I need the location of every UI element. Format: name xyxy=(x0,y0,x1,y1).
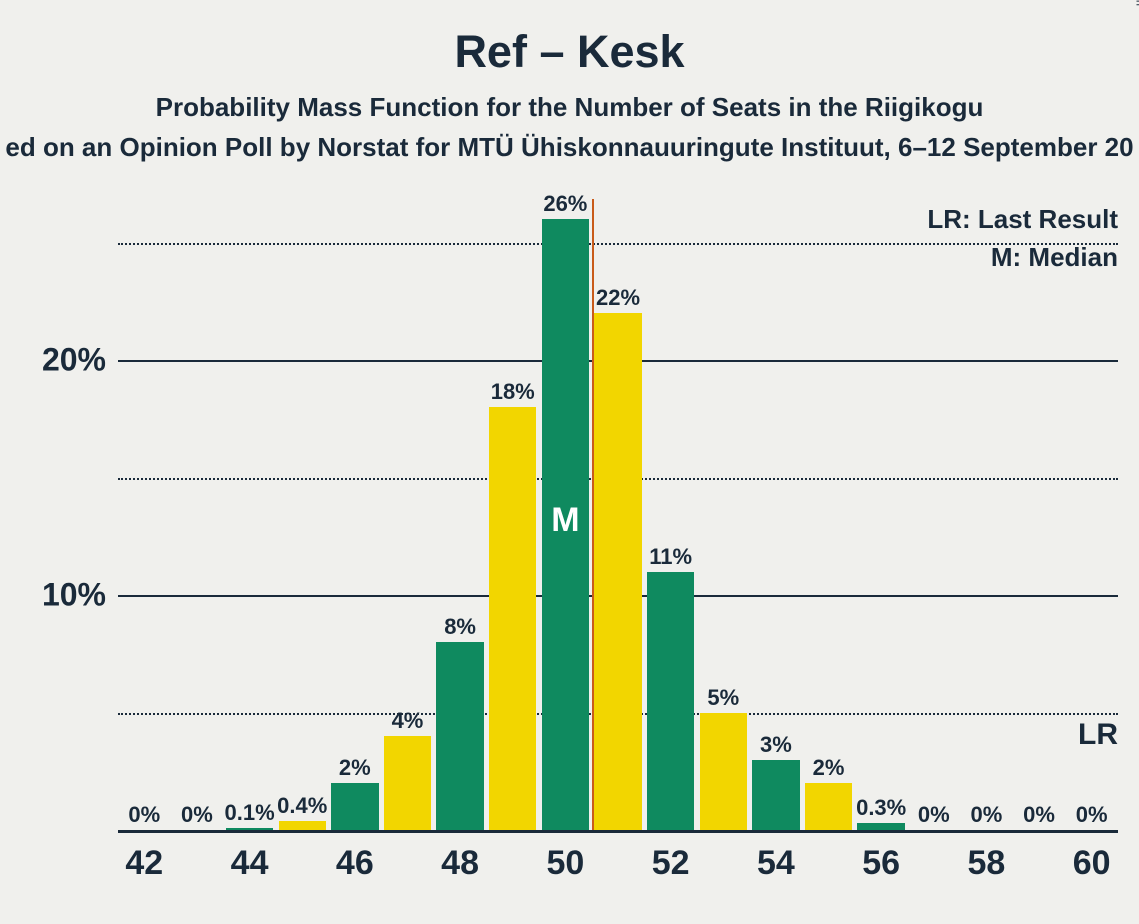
bar xyxy=(384,736,431,830)
chart-subtitle-1: Probability Mass Function for the Number… xyxy=(0,92,1139,123)
bar xyxy=(489,407,536,830)
x-axis-tick: 58 xyxy=(967,844,1005,883)
chart-subtitle-2: ed on an Opinion Poll by Norstat for MTÜ… xyxy=(0,132,1139,163)
median-line xyxy=(592,199,594,830)
x-axis-tick: 42 xyxy=(125,844,163,883)
gridline-minor xyxy=(118,243,1118,245)
bar xyxy=(594,313,641,830)
y-axis-tick: 10% xyxy=(42,577,106,614)
bar xyxy=(700,713,747,830)
plot-area: 10%20%424446485052545658600%0%0.1%0.4%2%… xyxy=(118,196,1118,830)
chart-title: Ref – Kesk xyxy=(0,26,1139,78)
chart-page: { "title":"Ref – Kesk", "subtitle1":"Pro… xyxy=(0,0,1139,924)
bar xyxy=(226,828,273,830)
bar xyxy=(331,783,378,830)
legend-m: M: Median xyxy=(991,242,1118,273)
bar-value-label: 0.1% xyxy=(225,800,275,826)
bar-value-label: 3% xyxy=(760,732,792,758)
bar-value-label: 0% xyxy=(1076,802,1108,828)
x-axis-tick: 48 xyxy=(441,844,479,883)
bar-value-label: 0% xyxy=(1023,802,1055,828)
bar-value-label: 0.3% xyxy=(856,795,906,821)
bar xyxy=(857,823,904,830)
bar-value-label: 0% xyxy=(181,802,213,828)
x-axis-tick: 54 xyxy=(757,844,795,883)
last-result-mark: LR xyxy=(1078,718,1118,752)
x-axis-tick: 60 xyxy=(1073,844,1111,883)
median-letter: M xyxy=(551,501,579,540)
y-axis-tick: 20% xyxy=(42,342,106,379)
x-axis-tick: 50 xyxy=(546,844,584,883)
bar-value-label: 5% xyxy=(707,685,739,711)
x-axis-baseline xyxy=(118,830,1118,833)
bar xyxy=(805,783,852,830)
copyright-text: © 2022 Filip van Laenen xyxy=(1133,0,1139,6)
x-axis-tick: 52 xyxy=(652,844,690,883)
bar xyxy=(647,572,694,830)
bar-value-label: 2% xyxy=(813,755,845,781)
x-axis-tick: 44 xyxy=(231,844,269,883)
bar-value-label: 11% xyxy=(649,544,692,570)
bar-value-label: 8% xyxy=(444,614,476,640)
bar xyxy=(436,642,483,830)
bar xyxy=(752,760,799,830)
bar-value-label: 2% xyxy=(339,755,371,781)
bar-value-label: 0% xyxy=(918,802,950,828)
bar-value-label: 22% xyxy=(596,285,640,311)
bar-value-label: 0% xyxy=(128,802,160,828)
x-axis-tick: 46 xyxy=(336,844,374,883)
bar-value-label: 26% xyxy=(543,191,587,217)
bar-value-label: 4% xyxy=(392,708,424,734)
bar-value-label: 18% xyxy=(491,379,535,405)
bar-value-label: 0% xyxy=(971,802,1003,828)
bar-value-label: 0.4% xyxy=(277,793,327,819)
x-axis-tick: 56 xyxy=(862,844,900,883)
bar xyxy=(279,821,326,830)
legend-lr: LR: Last Result xyxy=(927,204,1118,235)
